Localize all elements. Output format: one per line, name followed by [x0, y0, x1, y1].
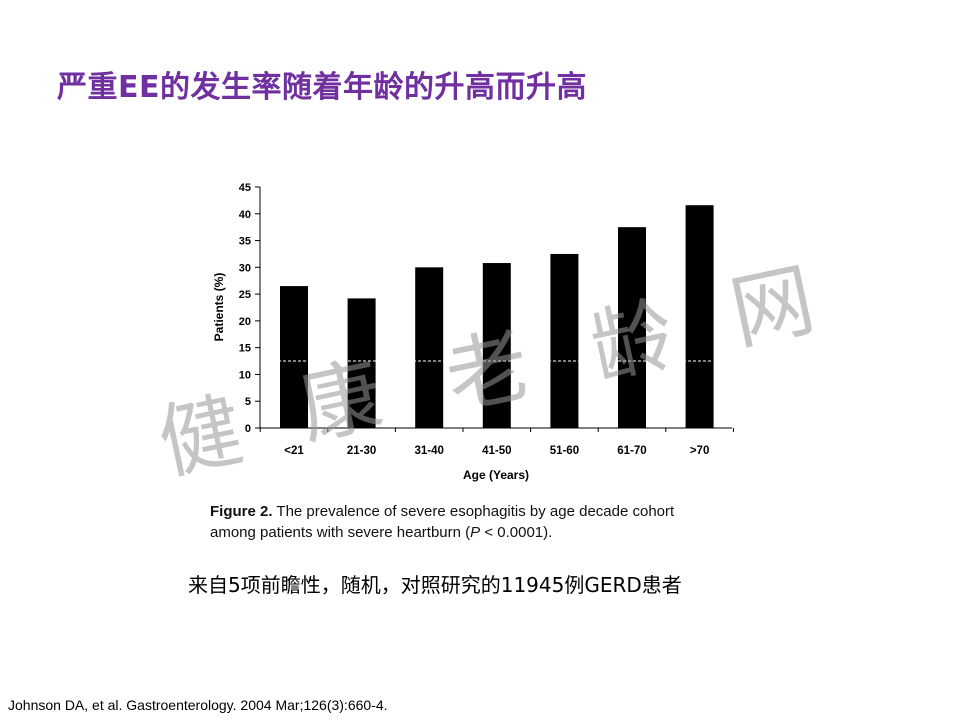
x-tick-label: >70: [690, 445, 710, 457]
x-tick-label: 31-40: [414, 445, 443, 457]
y-tick-label: 20: [239, 316, 251, 328]
bar-21-30: [347, 298, 376, 428]
y-tick-label: 35: [239, 236, 251, 248]
slide-title: 严重EE的发生率随着年龄的升高而升高: [57, 70, 587, 105]
caption-line-1: The prevalence of severe esophagitis by …: [276, 503, 675, 520]
y-tick-label: 0: [245, 423, 251, 435]
bars: [280, 205, 714, 428]
x-tick-label: 61-70: [617, 445, 646, 457]
bar-31-40: [415, 267, 444, 428]
y-axis-label: Patients (%): [212, 273, 226, 342]
bar->70: [685, 205, 714, 428]
x-axis-label: Age (Years): [463, 468, 529, 482]
y-tick-label: 25: [239, 289, 251, 301]
bar-61-70: [618, 227, 646, 428]
x-axis: <21 21-30 31-40 41-50 51-60 61-70 >70: [259, 427, 734, 457]
y-axis: 0 5 10 15 20 25 30 35 40 45: [239, 182, 261, 435]
x-tick-label: 51-60: [550, 445, 579, 457]
y-tick-label: 45: [239, 182, 251, 194]
y-tick-label: 10: [239, 369, 251, 381]
bar-51-60: [550, 253, 579, 428]
figure-caption: Figure 2. The prevalence of severe esoph…: [210, 501, 674, 543]
bar-<21: [280, 286, 308, 428]
x-tick-label: 21-30: [347, 445, 376, 457]
bar-41-50: [482, 263, 511, 428]
caption-line-2-start: among patients with severe heartburn (: [210, 524, 471, 541]
x-tick-label: <21: [284, 445, 304, 457]
y-tick-label: 5: [245, 396, 251, 408]
x-tick-label: 41-50: [482, 445, 511, 457]
study-subtitle: 来自5项前瞻性，随机，对照研究的11945例GERD患者: [188, 573, 682, 597]
y-tick-label: 15: [239, 343, 251, 355]
citation-reference: Johnson DA, et al. Gastroenterology. 200…: [8, 697, 388, 713]
caption-line-2-end: < 0.0001).: [480, 524, 553, 541]
figure-label: Figure 2.: [210, 503, 273, 520]
caption-p-symbol: P: [470, 524, 481, 541]
y-tick-label: 30: [239, 262, 251, 274]
y-tick-label: 40: [239, 209, 251, 221]
